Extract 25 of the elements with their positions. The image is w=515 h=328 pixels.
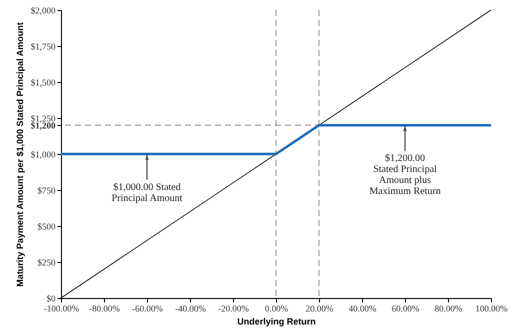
x-tick-label: 80.00% bbox=[434, 304, 463, 314]
y-axis-title: Maturity Payment Amount per $1,000 Stated Principal Amount bbox=[14, 22, 25, 287]
y-tick-label: $1,750 bbox=[30, 42, 56, 52]
y-tick-label: $1,200 bbox=[30, 120, 56, 131]
x-tick-label: 20.00% bbox=[306, 304, 334, 314]
y-tick-label: $1,500 bbox=[30, 78, 56, 88]
y-tick-label: $1,000 bbox=[30, 150, 56, 160]
x-tick-label: 60.00% bbox=[392, 304, 420, 314]
x-tick-label: 0.00% bbox=[264, 304, 289, 314]
x-axis-title: Underlying Return bbox=[237, 316, 316, 326]
annotation: $1,000.00 Stated Principal Amount bbox=[112, 182, 183, 204]
x-tick-label: -20.00% bbox=[218, 304, 250, 314]
x-tick-label: -60.00% bbox=[132, 304, 164, 314]
x-tick-label: -80.00% bbox=[89, 304, 120, 314]
x-tick-label: 40.00% bbox=[348, 304, 377, 314]
y-tick-label: $250 bbox=[38, 258, 56, 268]
y-tick-label: $0 bbox=[46, 294, 56, 304]
y-tick-label: $750 bbox=[38, 186, 56, 196]
y-tick-label: $1,250 bbox=[30, 114, 56, 124]
x-tick-label: 100.00% bbox=[475, 304, 508, 314]
y-tick-label: $2,000 bbox=[30, 6, 56, 16]
annotation: $1,200.00 Stated Principal Amount plus Maximum Return bbox=[369, 153, 441, 198]
x-tick-label: -40.00% bbox=[175, 304, 206, 314]
y-tick-label: $500 bbox=[38, 222, 56, 232]
x-tick-label: -100.00% bbox=[44, 304, 80, 314]
